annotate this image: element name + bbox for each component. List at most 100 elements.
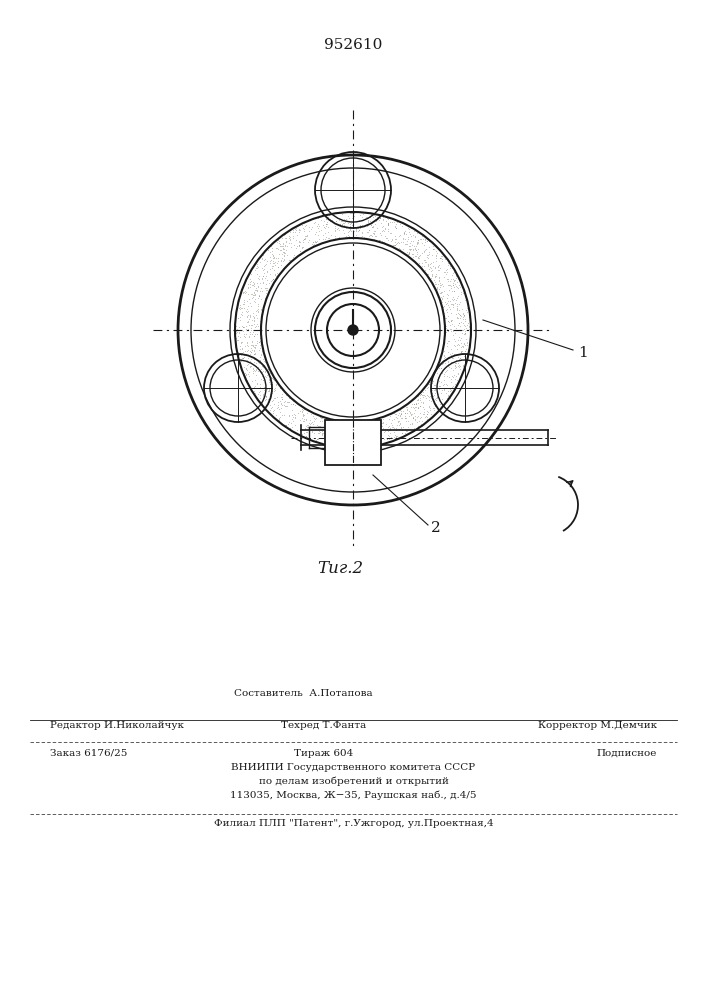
Point: [462, 315, 473, 331]
Point: [241, 343, 252, 359]
Point: [448, 337, 460, 353]
Point: [440, 294, 451, 310]
Point: [449, 291, 460, 307]
Point: [249, 287, 260, 303]
Point: [254, 384, 265, 400]
Point: [257, 364, 268, 380]
Point: [303, 415, 315, 431]
Point: [322, 436, 334, 452]
Point: [397, 410, 408, 426]
Point: [450, 355, 461, 371]
Point: [257, 251, 268, 267]
Point: [424, 374, 436, 390]
Point: [371, 209, 382, 225]
Point: [247, 324, 259, 340]
Point: [346, 210, 358, 226]
Point: [451, 322, 462, 338]
Point: [254, 376, 265, 392]
Point: [314, 413, 325, 429]
Point: [452, 365, 464, 381]
Point: [249, 345, 260, 361]
Point: [250, 282, 262, 298]
Point: [320, 211, 332, 227]
Point: [358, 424, 370, 440]
Point: [230, 328, 241, 344]
Point: [443, 333, 455, 349]
Point: [440, 266, 451, 282]
Point: [426, 262, 438, 278]
Point: [257, 247, 269, 263]
Point: [464, 321, 475, 337]
Point: [402, 229, 414, 245]
Point: [242, 298, 253, 314]
Point: [450, 276, 461, 292]
Point: [353, 223, 364, 239]
Point: [259, 368, 271, 384]
Point: [442, 368, 453, 384]
Point: [248, 313, 259, 329]
Point: [367, 419, 378, 435]
Point: [335, 417, 346, 433]
Point: [274, 410, 285, 426]
Point: [399, 236, 411, 252]
Point: [355, 207, 366, 223]
Point: [416, 394, 427, 410]
Point: [276, 253, 287, 269]
Point: [337, 217, 348, 233]
Point: [279, 398, 291, 414]
Point: [402, 405, 413, 421]
Point: [411, 392, 423, 408]
Point: [422, 380, 433, 396]
Point: [270, 250, 281, 266]
Point: [307, 416, 318, 432]
Point: [322, 230, 334, 246]
Point: [426, 406, 437, 422]
Point: [258, 274, 269, 290]
Point: [233, 293, 245, 309]
Point: [454, 358, 465, 374]
Point: [260, 285, 271, 301]
Point: [241, 309, 252, 325]
Point: [445, 374, 457, 390]
Point: [317, 425, 329, 441]
Point: [250, 378, 261, 394]
Point: [363, 434, 374, 450]
Point: [235, 306, 247, 322]
Point: [449, 367, 460, 383]
Point: [460, 289, 472, 305]
Point: [455, 343, 467, 359]
Point: [437, 291, 448, 307]
Point: [431, 380, 442, 396]
Point: [395, 406, 407, 422]
Point: [363, 427, 374, 443]
Point: [276, 250, 288, 266]
Point: [242, 314, 253, 330]
Point: [405, 407, 416, 423]
Text: Редактор И.Николайчук: Редактор И.Николайчук: [50, 721, 184, 730]
Point: [312, 407, 323, 423]
Point: [353, 213, 364, 229]
Point: [382, 216, 394, 232]
Point: [269, 257, 281, 273]
Point: [275, 242, 286, 258]
Point: [448, 369, 459, 385]
Point: [445, 341, 456, 357]
Point: [345, 434, 356, 450]
Point: [423, 399, 435, 415]
Point: [329, 223, 341, 239]
Point: [354, 429, 365, 445]
Point: [260, 388, 271, 404]
Point: [443, 277, 454, 293]
Point: [375, 417, 387, 433]
Point: [390, 219, 401, 235]
Point: [458, 317, 469, 333]
Point: [433, 270, 444, 286]
Point: [291, 422, 303, 438]
Point: [373, 232, 385, 248]
Point: [350, 204, 361, 220]
Point: [448, 331, 460, 347]
Point: [397, 241, 409, 257]
Point: [256, 270, 267, 286]
Point: [388, 429, 399, 445]
Point: [302, 228, 313, 244]
